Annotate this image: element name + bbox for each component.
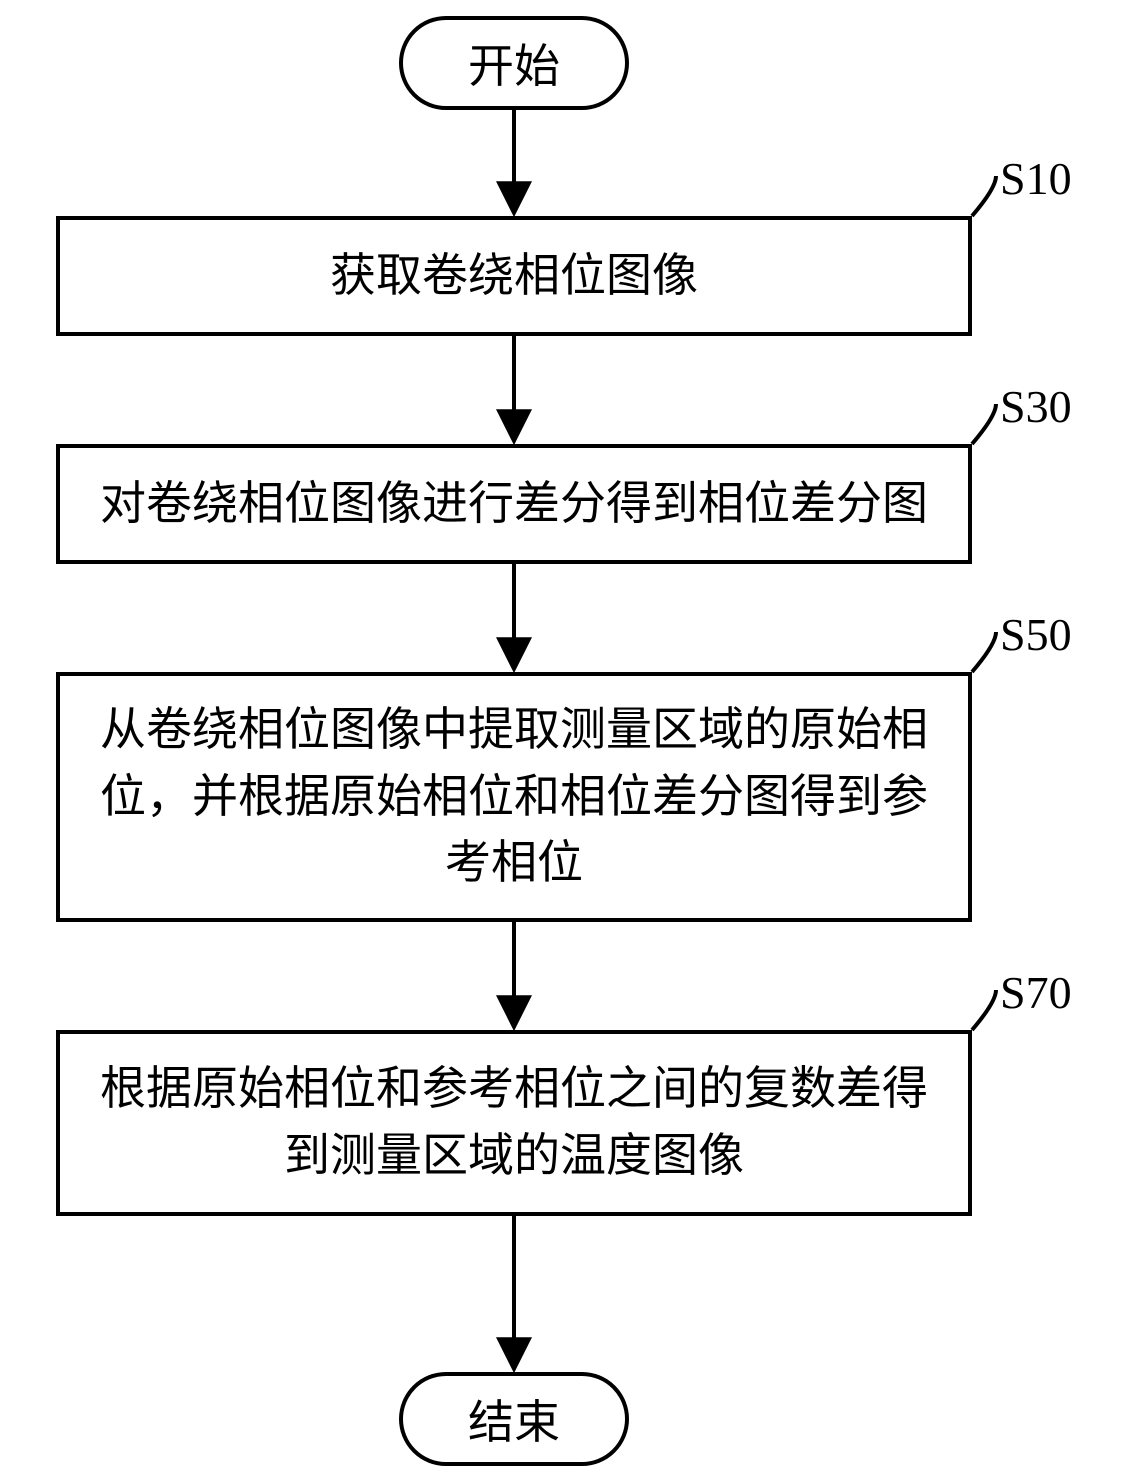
step-label-s30: S30 [1000,380,1072,433]
process-s50-text: 从卷绕相位图像中提取测量区域的原始相位，并根据原始相位和相位差分图得到参考相位 [90,697,938,897]
process-s70-text: 根据原始相位和参考相位之间的复数差得到测量区域的温度图像 [90,1056,938,1189]
flowchart-canvas: 开始 获取卷绕相位图像 S10 对卷绕相位图像进行差分得到相位差分图 S30 从… [0,0,1144,1482]
leader-s50 [972,632,996,672]
leader-s30 [972,404,996,444]
start-terminator: 开始 [399,16,629,110]
step-label-s10: S10 [1000,152,1072,205]
process-s30: 对卷绕相位图像进行差分得到相位差分图 [56,444,972,564]
step-label-s50: S50 [1000,608,1072,661]
end-terminator: 结束 [399,1372,629,1466]
process-s50: 从卷绕相位图像中提取测量区域的原始相位，并根据原始相位和相位差分图得到参考相位 [56,672,972,922]
start-label: 开始 [468,30,560,96]
leader-s70 [972,990,996,1030]
process-s10-text: 获取卷绕相位图像 [330,243,698,310]
leader-s10 [972,176,996,216]
process-s10: 获取卷绕相位图像 [56,216,972,336]
end-label: 结束 [468,1386,560,1452]
process-s30-text: 对卷绕相位图像进行差分得到相位差分图 [100,471,928,538]
step-label-s70: S70 [1000,966,1072,1019]
process-s70: 根据原始相位和参考相位之间的复数差得到测量区域的温度图像 [56,1030,972,1216]
